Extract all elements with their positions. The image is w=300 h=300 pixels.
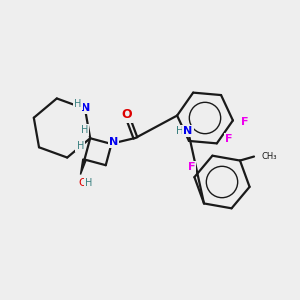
Text: N: N: [81, 103, 91, 113]
Text: H: H: [85, 178, 92, 188]
Text: N: N: [109, 137, 118, 147]
Text: H: H: [74, 99, 82, 109]
Text: F: F: [225, 134, 232, 144]
Text: H: H: [176, 126, 184, 136]
Text: CH₃: CH₃: [262, 152, 278, 161]
Text: O: O: [78, 178, 87, 188]
Text: F: F: [241, 117, 249, 128]
Text: H: H: [76, 141, 84, 151]
Text: H: H: [80, 125, 88, 135]
Polygon shape: [80, 159, 86, 175]
Text: F: F: [188, 162, 195, 172]
Text: O: O: [121, 109, 132, 122]
Text: N: N: [183, 126, 193, 136]
